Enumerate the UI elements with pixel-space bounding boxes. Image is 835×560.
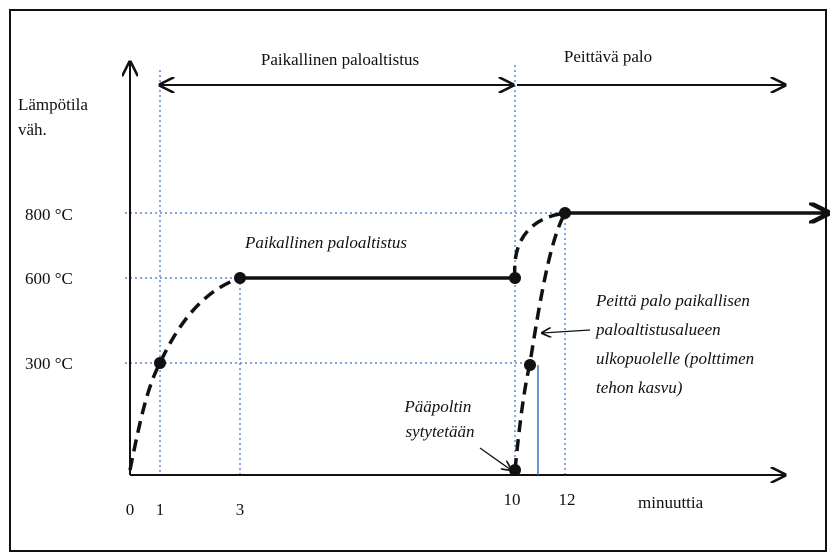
frame xyxy=(9,9,827,552)
x-tick-label: 0 xyxy=(126,500,135,519)
points xyxy=(154,207,571,476)
x-tick-label: 10 xyxy=(504,490,521,509)
annotation: Pääpoltin sytytetään xyxy=(403,397,475,441)
y-tick-label: 300 °C xyxy=(25,354,73,373)
x-tick-label: 12 xyxy=(559,490,576,509)
curves xyxy=(128,213,828,475)
phase-label: Peittävä palo xyxy=(564,47,652,66)
guides xyxy=(125,65,566,475)
x-axis-label: minuuttia xyxy=(638,493,704,512)
x-tick-label: 1 xyxy=(156,500,165,519)
annotation: Paikallinen paloaltistus xyxy=(244,233,407,252)
y-tick-label: 600 °C xyxy=(25,269,73,288)
axes xyxy=(130,62,785,475)
phase-label: Paikallinen paloaltistus xyxy=(261,50,419,69)
y-axis-label: Lämpötila väh. xyxy=(18,95,92,139)
x-tick-label: 3 xyxy=(236,500,245,519)
y-tick-label: 800 °C xyxy=(25,205,73,224)
annotation: Peittä palo paikallisen paloaltistusalue… xyxy=(595,291,758,397)
